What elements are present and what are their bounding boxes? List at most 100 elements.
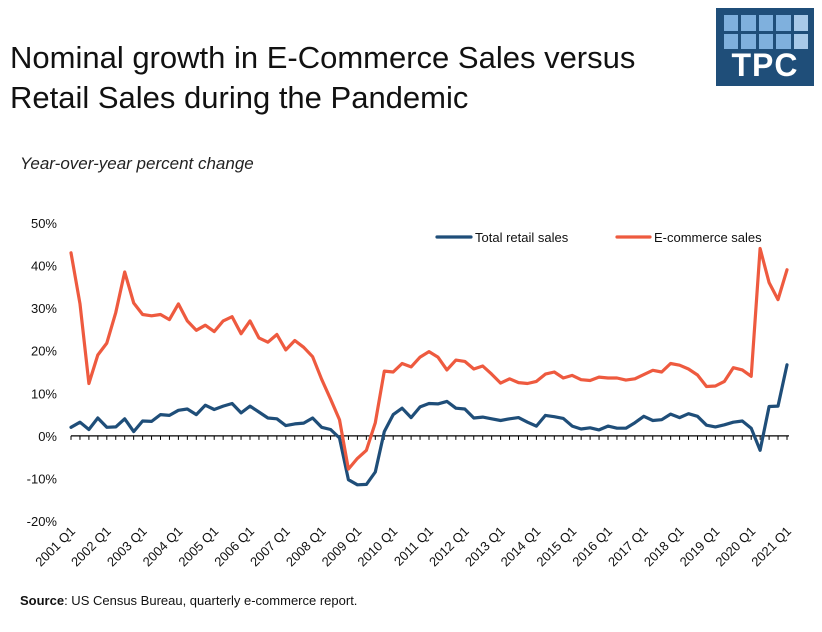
ecommerce-sales-point bbox=[705, 385, 708, 388]
ecommerce-sales-point bbox=[768, 281, 770, 284]
legend-ecommerce-label: E-commerce sales bbox=[654, 230, 762, 245]
retail-sales-point bbox=[759, 449, 761, 452]
ecommerce-sales-point bbox=[365, 449, 368, 452]
retail-sales-point bbox=[490, 418, 493, 420]
retail-sales-point bbox=[132, 430, 135, 433]
ecommerce-sales-point bbox=[186, 320, 189, 322]
retail-sales-point bbox=[696, 415, 699, 418]
retail-sales-point bbox=[204, 404, 207, 407]
y-tick-label: 30% bbox=[31, 301, 57, 316]
retail-sales-point bbox=[678, 416, 681, 419]
ecommerce-sales-point bbox=[696, 374, 699, 376]
ecommerce-sales-point bbox=[106, 342, 108, 344]
ecommerce-sales-point bbox=[320, 378, 323, 381]
retail-sales-point bbox=[231, 402, 233, 405]
ecommerce-sales-point bbox=[285, 349, 287, 351]
ecommerce-sales-point bbox=[88, 382, 90, 385]
retail-sales-point bbox=[141, 420, 144, 422]
retail-sales-point bbox=[159, 413, 162, 416]
ecommerce-sales-point bbox=[410, 366, 412, 368]
retail-sales-point bbox=[598, 429, 600, 431]
retail-sales-point bbox=[705, 424, 708, 427]
retail-sales-point bbox=[526, 421, 529, 424]
legend-retail-label: Total retail sales bbox=[475, 230, 569, 245]
retail-sales-point bbox=[616, 427, 618, 430]
ecommerce-sales-point bbox=[159, 313, 162, 316]
retail-sales-point bbox=[320, 426, 323, 429]
ecommerce-sales-point bbox=[634, 378, 636, 380]
ecommerce-sales-point bbox=[338, 418, 341, 421]
retail-sales-point bbox=[777, 405, 779, 407]
ecommerce-sales-point bbox=[669, 362, 672, 365]
ecommerce-sales-point bbox=[437, 356, 439, 358]
ecommerce-sales-point bbox=[240, 332, 242, 335]
ecommerce-sales-point bbox=[347, 468, 350, 470]
ecommerce-sales-point bbox=[481, 365, 484, 367]
retail-sales-point bbox=[150, 420, 153, 423]
retail-sales-point bbox=[338, 437, 341, 439]
ecommerce-sales-point bbox=[428, 350, 430, 353]
chart-title: Nominal growth in E-Commerce Sales versu… bbox=[10, 38, 635, 118]
tpc-logo: TPC bbox=[716, 8, 814, 86]
ecommerce-sales-point bbox=[356, 457, 359, 460]
ecommerce-sales-point bbox=[571, 374, 573, 377]
retail-sales-point bbox=[535, 425, 538, 427]
x-tick-label: 2021 Q1 bbox=[748, 524, 794, 570]
ecommerce-sales-point bbox=[508, 378, 511, 380]
ecommerce-sales-point bbox=[141, 313, 144, 316]
retail-sales-point bbox=[356, 484, 359, 486]
ecommerce-sales-point bbox=[231, 315, 233, 318]
retail-sales-point bbox=[607, 425, 609, 427]
ecommerce-sales-point bbox=[329, 398, 332, 401]
y-tick-label: 20% bbox=[31, 344, 57, 359]
logo-grid-icon bbox=[724, 15, 808, 49]
ecommerce-sales-point bbox=[517, 381, 520, 384]
retail-sales-point bbox=[741, 420, 744, 422]
ecommerce-sales-point bbox=[177, 303, 180, 305]
retail-sales-line bbox=[69, 363, 789, 487]
retail-sales-point bbox=[258, 411, 260, 413]
ecommerce-sales-point bbox=[490, 373, 493, 375]
ecommerce-sales-point bbox=[132, 302, 135, 304]
y-tick-label: 10% bbox=[31, 386, 57, 401]
ecommerce-sales-point bbox=[401, 362, 403, 365]
logo-text: TPC bbox=[731, 47, 799, 83]
retail-sales-point bbox=[580, 428, 582, 430]
retail-sales-point bbox=[464, 408, 466, 410]
retail-sales-point bbox=[768, 405, 770, 408]
ecommerce-sales-point bbox=[723, 380, 726, 383]
ecommerce-sales-point bbox=[741, 369, 744, 371]
ecommerce-sales-point bbox=[213, 330, 215, 333]
ecommerce-sales-point bbox=[150, 315, 153, 317]
ecommerce-sales-point bbox=[607, 377, 609, 379]
ecommerce-sales-point bbox=[302, 346, 305, 349]
ecommerce-sales-point bbox=[204, 324, 207, 327]
ecommerce-sales-point bbox=[258, 337, 260, 339]
ecommerce-sales-point bbox=[652, 369, 654, 372]
ecommerce-sales-point bbox=[687, 368, 690, 370]
retail-sales-point bbox=[669, 413, 672, 415]
retail-sales-point bbox=[508, 418, 511, 420]
retail-sales-point bbox=[732, 421, 735, 424]
retail-sales-point bbox=[383, 430, 386, 433]
ecommerce-sales-point bbox=[499, 382, 502, 384]
ecommerce-sales-point bbox=[714, 385, 717, 387]
ecommerce-sales-point bbox=[616, 377, 618, 379]
ecommerce-sales-point bbox=[222, 320, 224, 322]
chart-title-line-1: Nominal growth in E-Commerce Sales versu… bbox=[10, 40, 636, 75]
retail-sales-point bbox=[437, 403, 439, 405]
retail-sales-point bbox=[115, 426, 117, 428]
retail-sales-point bbox=[750, 427, 752, 430]
ecommerce-sales-point bbox=[374, 421, 377, 424]
retail-sales-point bbox=[652, 419, 654, 422]
retail-sales-point bbox=[374, 471, 377, 473]
retail-sales-point bbox=[123, 418, 126, 420]
ecommerce-sales-point bbox=[70, 252, 72, 254]
ecommerce-sales-point bbox=[446, 369, 448, 371]
retail-sales-point bbox=[723, 424, 726, 426]
retail-sales-point bbox=[222, 405, 224, 407]
ecommerce-sales-point bbox=[678, 364, 681, 367]
retail-sales-point bbox=[481, 416, 484, 418]
retail-sales-point bbox=[213, 408, 215, 411]
